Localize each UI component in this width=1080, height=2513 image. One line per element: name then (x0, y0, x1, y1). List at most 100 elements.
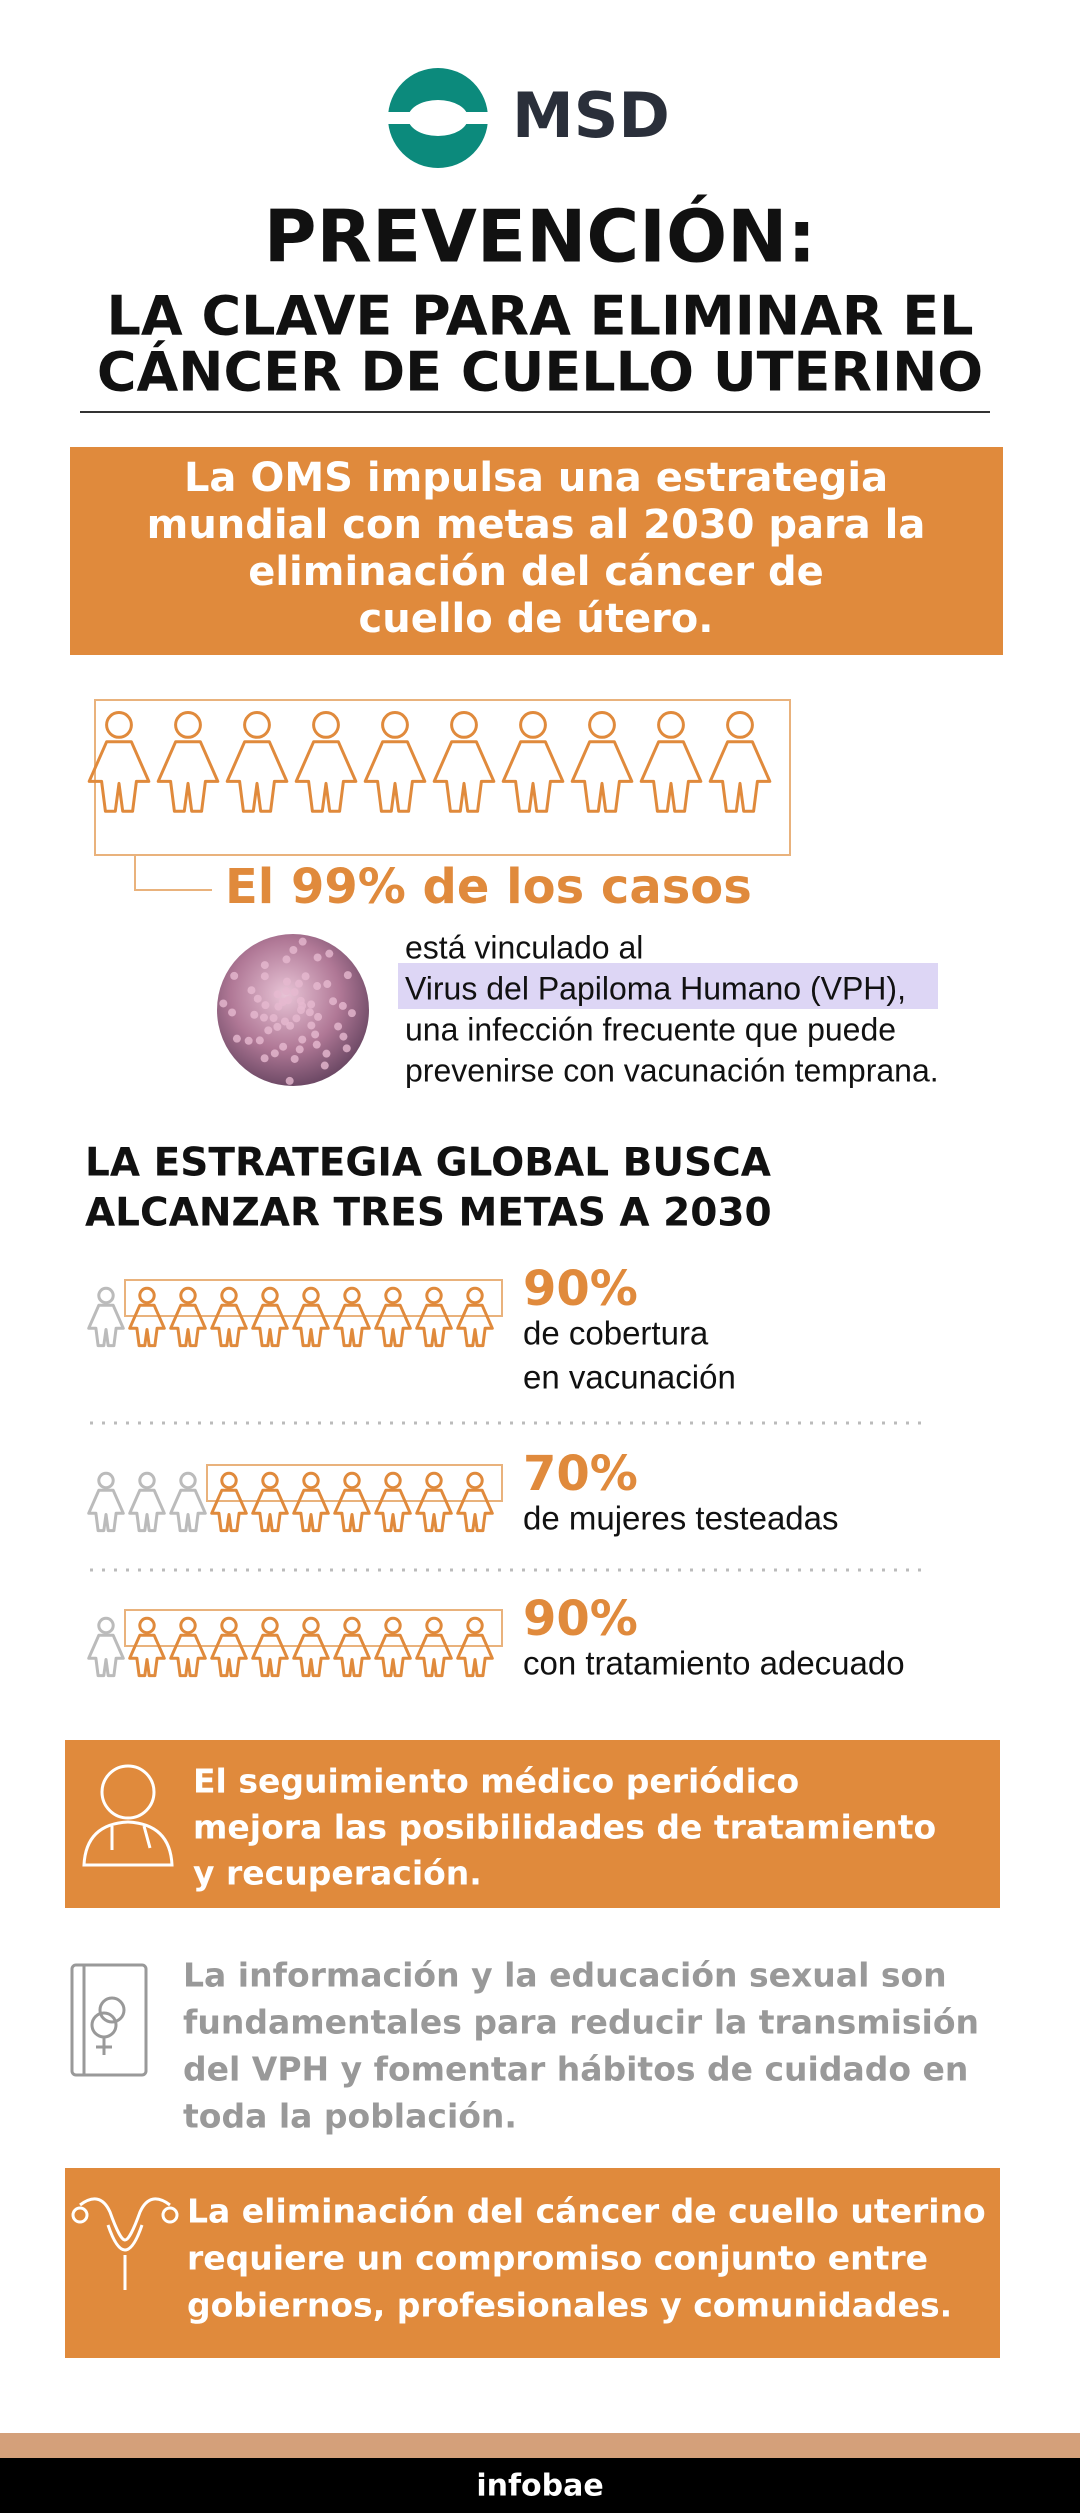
people-frame (94, 699, 791, 856)
person-icon (708, 740, 772, 813)
person-icon (179, 1286, 197, 1305)
uterus-icon (71, 2197, 179, 2290)
person-icon (97, 1286, 115, 1305)
highlight-text: una infección frecuente que puede (405, 1011, 896, 1047)
goal-figures (87, 1609, 503, 1678)
virus-spike (292, 1014, 301, 1023)
person-icon (343, 1471, 361, 1490)
virus-spike (279, 1042, 288, 1051)
person-icon (466, 1616, 484, 1635)
person-icon (169, 1633, 207, 1678)
virus-spike (323, 980, 332, 989)
person-icon (251, 1488, 289, 1533)
person-icon (169, 1488, 207, 1533)
person-icon (251, 1633, 289, 1678)
goal-figures (87, 1464, 503, 1533)
virus-spike (311, 1030, 320, 1039)
intro-text: mundial con metas al 2030 para la (147, 502, 926, 548)
person-icon (294, 740, 358, 813)
highlight-text: Virus del Papiloma Humano (VPH), (405, 970, 906, 1006)
person-icon (415, 1303, 453, 1348)
virus-spike (260, 972, 269, 981)
person-icon (657, 710, 685, 739)
virus-spike (289, 946, 298, 955)
goal-percent: 70% (523, 1446, 638, 1502)
person-icon (87, 1488, 125, 1533)
note-text: requiere un compromiso conjunto entre (187, 2239, 928, 2278)
person-icon (466, 1286, 484, 1305)
virus-spike (343, 971, 352, 980)
virus-spike (338, 1001, 347, 1010)
person-icon (302, 1616, 320, 1635)
doctor-icon (82, 1764, 174, 1867)
virus-spike (298, 937, 307, 946)
person-icon (425, 1286, 443, 1305)
virus-spike (250, 1010, 259, 1019)
note-text: mejora las posibilidades de tratamiento (193, 1808, 936, 1847)
virus-spike (325, 949, 334, 958)
virus-spike (313, 953, 322, 962)
person-icon (415, 1488, 453, 1533)
person-icon (138, 1616, 156, 1635)
virus-spike (219, 999, 228, 1008)
virus-spike (260, 1054, 269, 1063)
person-icon (138, 1286, 156, 1305)
person-icon (97, 1471, 115, 1490)
goal-text: con tratamiento adecuado (523, 1645, 905, 1682)
person-icon (210, 1633, 248, 1678)
person-icon (343, 1286, 361, 1305)
person-icon (456, 1488, 494, 1533)
person-icon (374, 1488, 412, 1533)
virus-spike (282, 977, 291, 986)
person-icon (251, 1303, 289, 1348)
person-icon (384, 1286, 402, 1305)
virus-spike (295, 1045, 304, 1054)
person-icon (374, 1303, 412, 1348)
person-icon (138, 1471, 156, 1490)
virus-spike (294, 979, 303, 988)
note-text: del VPH y fomentar hábitos de cuidado en (183, 2050, 968, 2089)
virus-spike (307, 1000, 316, 1009)
person-icon (456, 1303, 494, 1348)
callout-line (134, 855, 212, 891)
virus-spike (282, 987, 291, 996)
person-icon (292, 1633, 330, 1678)
goal-text: de cobertura (523, 1315, 709, 1352)
virus-spike (320, 1061, 329, 1070)
virus-spike (313, 982, 322, 991)
virus-spike (253, 994, 262, 1003)
person-icon (415, 1633, 453, 1678)
virus-spike (290, 988, 299, 997)
virus-spike (307, 1021, 316, 1030)
virus-spike (260, 961, 269, 970)
person-icon (261, 1286, 279, 1305)
virus-spike (296, 996, 305, 1005)
virus-spike (282, 955, 291, 964)
person-icon (87, 1303, 125, 1348)
virus-spike (285, 1076, 294, 1085)
virus-texture (219, 937, 356, 1085)
person-icon (384, 1616, 402, 1635)
virus-spike (274, 1002, 283, 1011)
people-row (87, 710, 772, 813)
person-icon (169, 1303, 207, 1348)
goal-frame (124, 1279, 503, 1317)
virus-spike (228, 1008, 237, 1017)
virus-spike (273, 1022, 282, 1031)
highlight-text: prevenirse con vacunación temprana. (405, 1052, 939, 1088)
goal-percent: 90% (523, 1591, 638, 1647)
footer-brand: infobae (476, 2469, 603, 2504)
goals-title: LA ESTRATEGIA GLOBAL BUSCA (85, 1141, 771, 1186)
virus-image (217, 934, 369, 1086)
goal-text: en vacunación (523, 1359, 736, 1396)
person-icon (220, 1616, 238, 1635)
intro-text: La OMS impulsa una estrategia (184, 455, 888, 501)
virus-spike (232, 1034, 241, 1043)
footer-band (0, 2433, 1080, 2458)
person-icon (243, 710, 271, 739)
person-icon (156, 740, 220, 813)
person-icon (87, 740, 151, 813)
person-icon (333, 1633, 371, 1678)
person-icon (210, 1488, 248, 1533)
